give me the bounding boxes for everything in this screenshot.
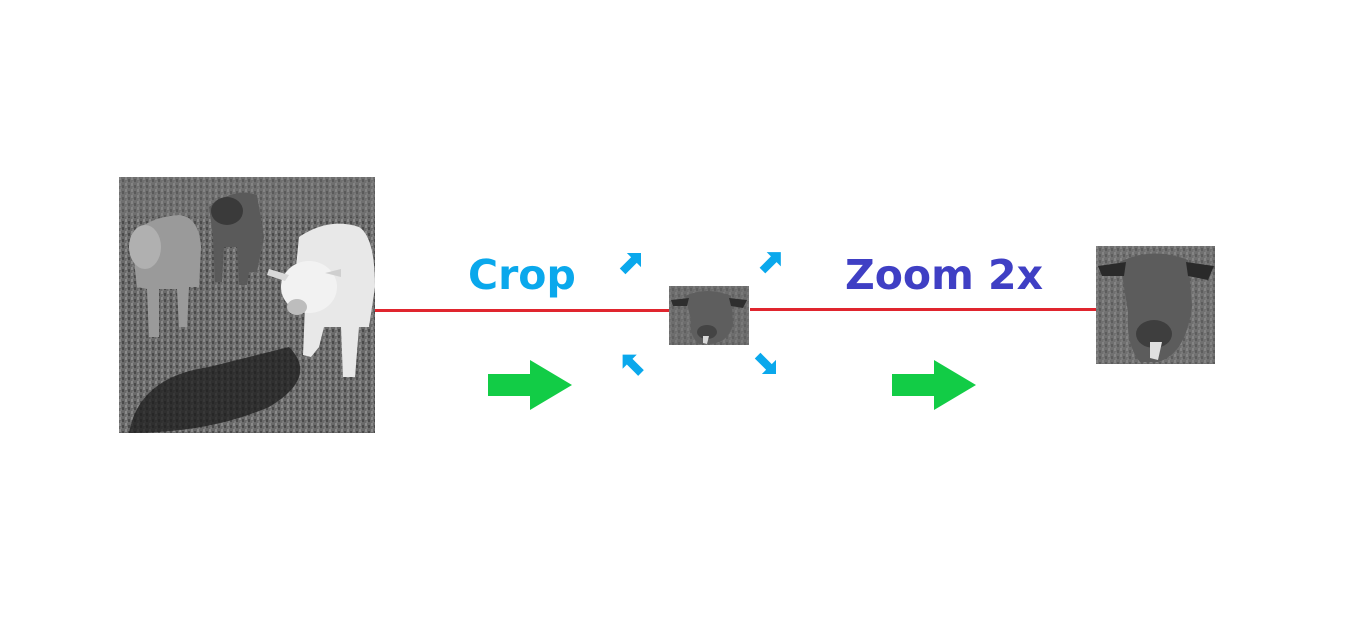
- zoom-label: Zoom 2x: [845, 251, 1044, 299]
- right-arrow-icon: [488, 360, 572, 410]
- diagonal-arrow-icon: [619, 253, 641, 275]
- crop-label: Crop: [468, 251, 576, 299]
- right-arrow-icon: [892, 360, 976, 410]
- diagonal-arrow-icon: [754, 352, 776, 374]
- diagonal-arrow-icon: [622, 354, 644, 376]
- zoomed-image: [1096, 246, 1215, 364]
- diagonal-arrow-icon: [759, 252, 781, 274]
- original-image: [119, 177, 375, 433]
- connector-line-right: [750, 308, 1097, 311]
- connector-line-left: [374, 309, 670, 312]
- cropped-image: [669, 286, 749, 345]
